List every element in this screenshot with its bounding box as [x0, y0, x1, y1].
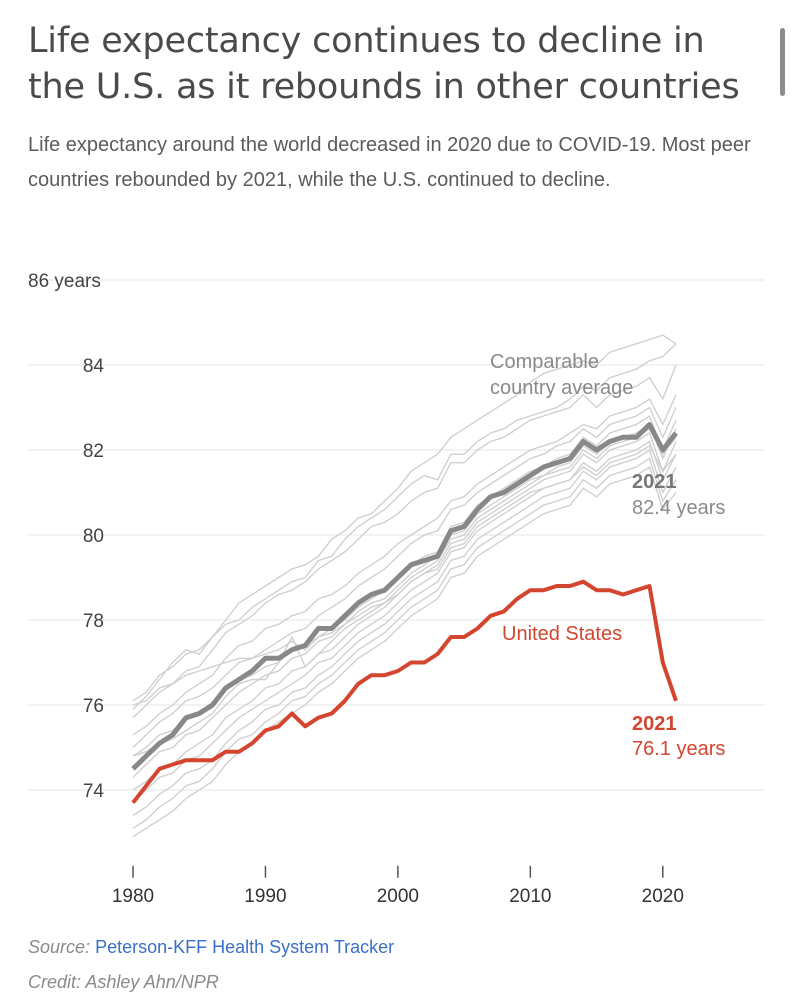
- source-line: Source: Peterson-KFF Health System Track…: [28, 937, 394, 958]
- line-chart: 74 76 78 80 82 84 86 years 1980 1990 2000 2010 202…: [28, 271, 765, 907]
- y-tick-label: 74: [83, 781, 105, 802]
- x-tick-label: 2020: [642, 886, 684, 907]
- y-tick-label: 86 years: [28, 271, 101, 292]
- y-tick-label: 82: [83, 441, 104, 462]
- peer-country-line: [132, 448, 677, 817]
- average-year-label: 2021: [632, 471, 677, 493]
- annotations: Comparable country average 2021 82.4 years U…: [490, 351, 725, 760]
- us-line: [131, 579, 678, 804]
- y-tick-label: 80: [83, 526, 104, 547]
- us-value-label: 76.1 years: [632, 738, 725, 760]
- source-label: Source:: [28, 937, 91, 957]
- scrollbar[interactable]: [780, 28, 785, 96]
- peer-country-line: [132, 334, 677, 710]
- average-label: Comparable: [490, 351, 599, 373]
- peer-country-line: [132, 364, 677, 719]
- peer-country-line: [132, 394, 677, 736]
- peer-country-line: [132, 406, 677, 749]
- credit-line: Credit: Ashley Ahn/NPR: [28, 972, 219, 992]
- peer-country-line: [132, 465, 677, 838]
- average-line: [131, 422, 678, 771]
- x-tick-label: 2010: [509, 886, 551, 907]
- us-year-label: 2021: [632, 713, 677, 735]
- chart-subtitle: Life expectancy around the world decreas…: [28, 134, 751, 191]
- peer-country-line: [132, 444, 677, 706]
- peer-country-line: [132, 423, 677, 778]
- gridlines: [28, 279, 765, 791]
- peer-country-line: [132, 440, 677, 804]
- average-label: country average: [490, 377, 633, 399]
- y-tick-label: 84: [83, 356, 105, 377]
- peer-country-line: [132, 343, 677, 702]
- peer-country-line: [132, 427, 677, 757]
- x-tick-label: 1990: [244, 886, 286, 907]
- series-lines: [131, 422, 678, 804]
- average-value-label: 82.4 years: [632, 497, 725, 519]
- source-link[interactable]: Peterson-KFF Health System Tracker: [95, 937, 395, 957]
- chart-title: Life expectancy continues to decline in …: [28, 21, 740, 107]
- y-tick-label: 76: [83, 696, 104, 717]
- y-tick-label: 78: [83, 611, 104, 632]
- peer-country-lines: [132, 334, 677, 838]
- us-label: United States: [502, 623, 622, 645]
- x-axis: 1980 1990 2000 2010 2020: [112, 865, 684, 907]
- x-tick-label: 1980: [112, 886, 154, 907]
- x-tick-label: 2000: [377, 886, 419, 907]
- y-axis-ticks: 74 76 78 80 82 84 86 years: [28, 271, 104, 802]
